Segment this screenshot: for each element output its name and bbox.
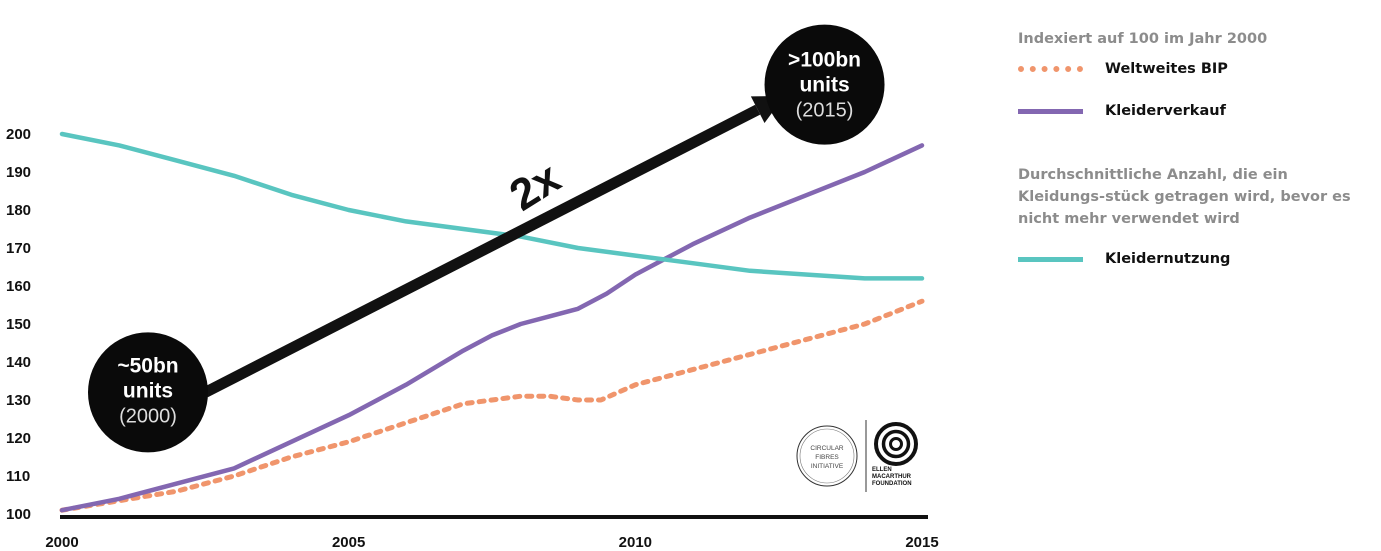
x-tick-label: 2015 <box>905 534 938 551</box>
start-units-year: (2000) <box>119 405 177 427</box>
y-tick-label: 160 <box>6 278 31 295</box>
legend-heading-usage: Durchschnittliche Anzahl, die ein Kleidu… <box>1018 167 1351 227</box>
ellen-macarthur-foundation-logo: ELLEN MACARTHUR FOUNDATION <box>872 422 918 487</box>
y-tick-label: 120 <box>6 430 31 447</box>
legend-label-usage: Kleidernutzung <box>1105 251 1231 267</box>
start-units-value: ~50bn <box>117 354 178 377</box>
start-units-bubble: ~50bn units (2000) <box>88 332 208 453</box>
end-units-value: >100bn <box>788 49 861 72</box>
legend-item-usage: Kleidernutzung <box>1018 244 1373 274</box>
y-tick-label: 200 <box>6 126 31 143</box>
start-units-label: units <box>123 379 173 402</box>
svg-text:MACARTHUR: MACARTHUR <box>872 474 912 480</box>
svg-text:CIRCULAR: CIRCULAR <box>810 445 844 452</box>
series-line-kleidernutzung <box>59 131 925 281</box>
svg-text:FIBRES: FIBRES <box>815 454 839 461</box>
legend-swatch-usage <box>1018 256 1083 262</box>
y-tick-label: 140 <box>6 354 31 371</box>
legend-heading-index: Indexiert auf 100 im Jahr 2000 <box>1018 31 1268 47</box>
end-units-label: units <box>799 74 849 97</box>
series-lines <box>59 131 925 513</box>
legend-label-gdp: Weltweites BIP <box>1105 61 1228 77</box>
y-axis-ticks: 100 110 120 130 140 150 160 170 180 190 200 <box>6 126 31 523</box>
x-axis-ticks: 2000 2005 2010 2015 <box>45 534 938 551</box>
legend-swatch-gdp <box>1018 66 1083 72</box>
svg-text:FOUNDATION: FOUNDATION <box>872 481 912 487</box>
end-units-year: (2015) <box>796 100 854 122</box>
x-tick-label: 2005 <box>332 534 365 551</box>
x-tick-label: 2000 <box>45 534 78 551</box>
y-tick-label: 170 <box>6 240 31 257</box>
svg-text:ELLEN: ELLEN <box>872 467 892 473</box>
circular-fibres-initiative-logo: CIRCULAR FIBRES INITIATIVE <box>796 425 858 487</box>
series-line-weltweites-bip <box>59 298 925 513</box>
y-tick-label: 190 <box>6 164 31 181</box>
x-tick-label: 2010 <box>619 534 652 551</box>
y-tick-label: 130 <box>6 392 31 409</box>
end-units-bubble: >100bn units (2015) <box>764 24 885 145</box>
legend-swatch-sales <box>1018 108 1083 114</box>
y-tick-label: 180 <box>6 202 31 219</box>
y-tick-label: 110 <box>6 468 30 485</box>
arrow-shaft <box>202 104 761 398</box>
series-line-kleiderverkauf <box>59 143 925 513</box>
svg-text:INITIATIVE: INITIATIVE <box>811 463 844 470</box>
y-tick-label: 150 <box>6 316 31 333</box>
chart-legend: Indexiert auf 100 im Jahr 2000 Weltweite… <box>1018 28 1373 274</box>
legend-item-sales: Kleiderverkauf <box>1018 96 1373 126</box>
y-tick-label: 100 <box>6 506 31 523</box>
legend-label-sales: Kleiderverkauf <box>1105 103 1226 119</box>
legend-item-gdp: Weltweites BIP <box>1018 54 1373 84</box>
